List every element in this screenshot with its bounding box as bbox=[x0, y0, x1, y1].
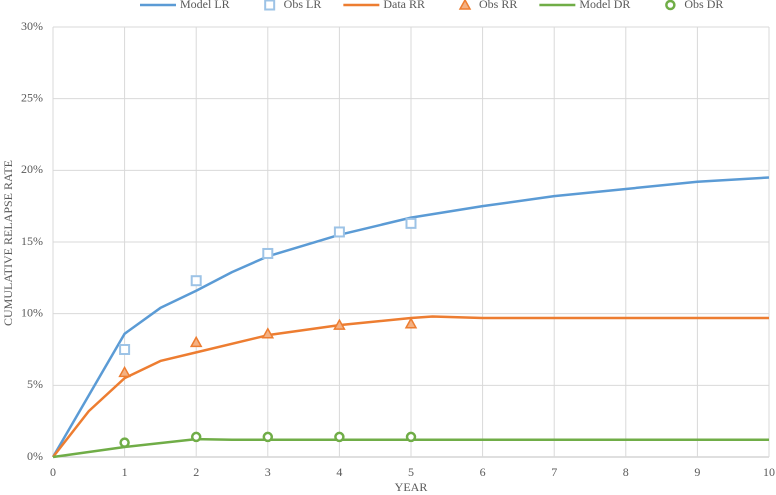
marker bbox=[189, 335, 203, 348]
legend-label: Obs RR bbox=[479, 0, 517, 11]
legend: Model LR Obs LR Data RR Obs RR Model DR Obs D… bbox=[140, 0, 723, 11]
legend-item: Model LR bbox=[140, 0, 230, 11]
series-line bbox=[51, 176, 770, 458]
y-axis-title: CUMULATIVE RELAPSE RATE bbox=[1, 160, 15, 326]
series-line bbox=[52, 437, 769, 459]
x-tick-label: 6 bbox=[480, 465, 486, 479]
marker bbox=[119, 437, 130, 448]
marker bbox=[119, 344, 131, 355]
y-tick-label: 15% bbox=[21, 234, 43, 248]
y-tick-label: 25% bbox=[21, 90, 43, 104]
x-tick-label: 5 bbox=[408, 465, 414, 479]
marker bbox=[190, 275, 202, 287]
marker bbox=[333, 318, 346, 330]
legend-swatch bbox=[264, 0, 276, 11]
legend-label: Data RR bbox=[383, 0, 425, 11]
marker bbox=[118, 365, 131, 378]
marker bbox=[405, 217, 417, 229]
legend-item: Obs DR bbox=[665, 0, 723, 11]
legend-swatch bbox=[665, 0, 676, 11]
x-tick-label: 0 bbox=[50, 465, 56, 479]
legend-label: Obs LR bbox=[284, 0, 322, 11]
legend-label: Model LR bbox=[180, 0, 230, 11]
legend-item: Obs LR bbox=[264, 0, 322, 11]
legend-label: Obs DR bbox=[684, 0, 723, 11]
y-tick-label: 20% bbox=[21, 162, 43, 176]
marker bbox=[334, 431, 345, 443]
marker bbox=[262, 431, 274, 443]
marker bbox=[262, 247, 274, 259]
y-tick-label: 30% bbox=[21, 19, 43, 33]
x-tick-label: 1 bbox=[122, 465, 128, 479]
marker bbox=[333, 226, 345, 238]
x-tick-label: 8 bbox=[623, 465, 629, 479]
y-tick-label: 10% bbox=[21, 305, 43, 319]
y-tick-label: 5% bbox=[27, 377, 43, 391]
y-tick-label: 0% bbox=[27, 449, 43, 463]
x-axis-title: YEAR bbox=[395, 480, 428, 494]
marker bbox=[261, 327, 275, 339]
marker bbox=[404, 317, 418, 329]
legend-item: Model DR bbox=[539, 0, 630, 11]
marker bbox=[405, 431, 417, 443]
x-tick-label: 10 bbox=[763, 465, 775, 479]
x-tick-label: 7 bbox=[551, 465, 557, 479]
x-tick-label: 4 bbox=[336, 465, 342, 479]
legend-item: Obs RR bbox=[458, 0, 517, 11]
legend-swatch bbox=[458, 0, 472, 10]
legend-item: Data RR bbox=[343, 0, 425, 11]
legend-label: Model DR bbox=[579, 0, 630, 11]
marker bbox=[190, 431, 202, 443]
x-tick-label: 2 bbox=[193, 465, 199, 479]
x-tick-label: 3 bbox=[265, 465, 271, 479]
x-tick-label: 9 bbox=[694, 465, 700, 479]
